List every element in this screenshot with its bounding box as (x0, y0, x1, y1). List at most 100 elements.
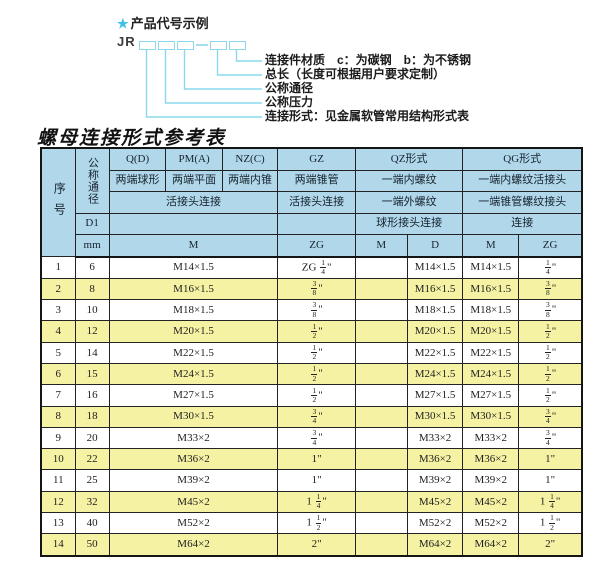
cell-qz-m (354, 277, 408, 301)
header-qz-conn: 球形接头连接 (354, 212, 464, 235)
header-col-gz: GZ (277, 147, 356, 171)
cell-seq: 3 (40, 299, 76, 322)
cell-qz-m (354, 256, 408, 279)
cell-gz-zg: 1" (277, 448, 356, 471)
cell-qz-d: M14×1.5 (406, 256, 464, 279)
cell-gz-zg: 1 2 " (277, 320, 356, 343)
header-q-desc: 两端球形 (108, 169, 167, 192)
cell-qz-d: M22×1.5 (406, 341, 464, 364)
cell-qz-d: M52×2 (406, 512, 464, 535)
table-body: 1 6 M14×1.5 ZG 1 4 " M14×1.5 M14×1.5 1 4 " 2… (40, 256, 583, 557)
header-col-q: Q(D) (108, 147, 167, 171)
header-qg-conn: 连接 (462, 212, 583, 235)
table-row: 6 15 M24×1.5 1 2 " M24×1.5 M24×1.5 1 2 " (40, 362, 583, 386)
header-qz-m-label: M (354, 234, 408, 258)
header-seq: 序号 (40, 147, 76, 257)
table-row: 2 8 M16×1.5 3 8 " M16×1.5 M16×1.5 3 8 " (40, 277, 583, 301)
cell-dn: 8 (74, 277, 110, 301)
cell-gz-zg: 3 4 " (277, 405, 356, 428)
table-row: 8 18 M30×1.5 3 4 " M30×1.5 M30×1.5 3 4 " (40, 405, 583, 428)
cell-qz-m (354, 512, 408, 535)
cell-seq: 4 (40, 320, 76, 343)
code-label: 总长（长度可根据用户要求定制） (265, 67, 446, 81)
connector-lines-svg (145, 44, 262, 118)
code-box (139, 41, 156, 50)
cell-dn: 15 (74, 362, 110, 386)
table-row: 10 22 M36×2 1" M36×2 M36×2 1" (40, 448, 583, 471)
header-col-qg: QG形式 (462, 147, 583, 171)
cell-qg-m: M20×1.5 (462, 320, 520, 343)
cell-dn: 10 (74, 299, 110, 322)
header-m-label: M (108, 234, 279, 258)
cell-qg-m: M39×2 (462, 469, 520, 492)
cell-qz-d: M24×1.5 (406, 362, 464, 386)
cell-qz-m (354, 469, 408, 492)
cell-gz-zg: 1 2 " (277, 341, 356, 364)
cell-qg-m: M16×1.5 (462, 277, 520, 301)
cell-dn: 18 (74, 405, 110, 428)
cell-qz-m (354, 448, 408, 471)
cell-dn: 25 (74, 469, 110, 492)
header-qg-m-label: M (462, 234, 520, 258)
cell-qz-d: M18×1.5 (406, 299, 464, 322)
code-prefix: JR (117, 34, 136, 49)
cell-gz-zg: 1" (277, 469, 356, 492)
cell-seq: 6 (40, 362, 76, 386)
connector-line (145, 48, 262, 118)
table-row: 7 16 M27×1.5 1 2 " M27×1.5 M27×1.5 1 2 " (40, 384, 583, 407)
cell-qz-m (354, 490, 408, 514)
table-row: 4 12 M20×1.5 1 2 " M20×1.5 M20×1.5 1 2 " (40, 320, 583, 343)
cell-seq: 2 (40, 277, 76, 301)
cell-qz-d: M16×1.5 (406, 277, 464, 301)
code-box (229, 41, 246, 50)
cell-m: M33×2 (108, 426, 279, 450)
cell-qg-zg: 3 4 " (518, 405, 583, 428)
table-title: 螺母连接形式参考表 (37, 127, 227, 149)
cell-qg-zg: 1 2 " (518, 384, 583, 407)
cell-seq: 8 (40, 405, 76, 428)
cell-qz-m (354, 362, 408, 386)
cell-qg-zg: 1" (518, 469, 583, 492)
cell-gz-zg: 3 8 " (277, 277, 356, 301)
cell-seq: 5 (40, 341, 76, 364)
code-box (210, 41, 227, 50)
cell-qz-d: M33×2 (406, 426, 464, 450)
table-row: 14 50 M64×2 2" M64×2 M64×2 2" (40, 533, 583, 557)
cell-qg-m: M36×2 (462, 448, 520, 471)
header-mm: mm (74, 234, 110, 258)
cell-gz-zg: 1 2 " (277, 362, 356, 386)
header-qg-desc1: 一端内螺纹活接头 (462, 169, 583, 192)
cell-qz-m (354, 320, 408, 343)
connector-line (164, 48, 262, 104)
code-label: 公称通径 (265, 81, 314, 95)
table-row: 1 6 M14×1.5 ZG 1 4 " M14×1.5 M14×1.5 1 4 " (40, 256, 583, 279)
diagram-heading: ★ 产品代号示例 (117, 13, 209, 32)
code-label: 连接形式：见金属软管常用结构形式表 (265, 109, 470, 123)
cell-qg-zg: 3 8 " (518, 277, 583, 301)
cell-m: M14×1.5 (108, 256, 279, 279)
cell-seq: 10 (40, 448, 76, 471)
header-gz-desc: 两端锥管 (277, 169, 356, 192)
header-qz-desc1: 一端内螺纹 (354, 169, 464, 192)
code-label: 公称压力 (265, 95, 314, 109)
cell-qg-zg: 2" (518, 533, 583, 557)
cell-qz-m (354, 341, 408, 364)
nut-connection-table: 序号 公称通径 Q(D) PM(A) NZ(C) GZ QZ形式 QG形式 两端… (40, 147, 583, 557)
cell-m: M45×2 (108, 490, 279, 514)
cell-qg-zg: 1 2 " (518, 341, 583, 364)
code-box (158, 41, 175, 50)
cell-qg-m: M27×1.5 (462, 384, 520, 407)
header-qg-desc2: 一端锥管螺纹接头 (462, 191, 583, 214)
